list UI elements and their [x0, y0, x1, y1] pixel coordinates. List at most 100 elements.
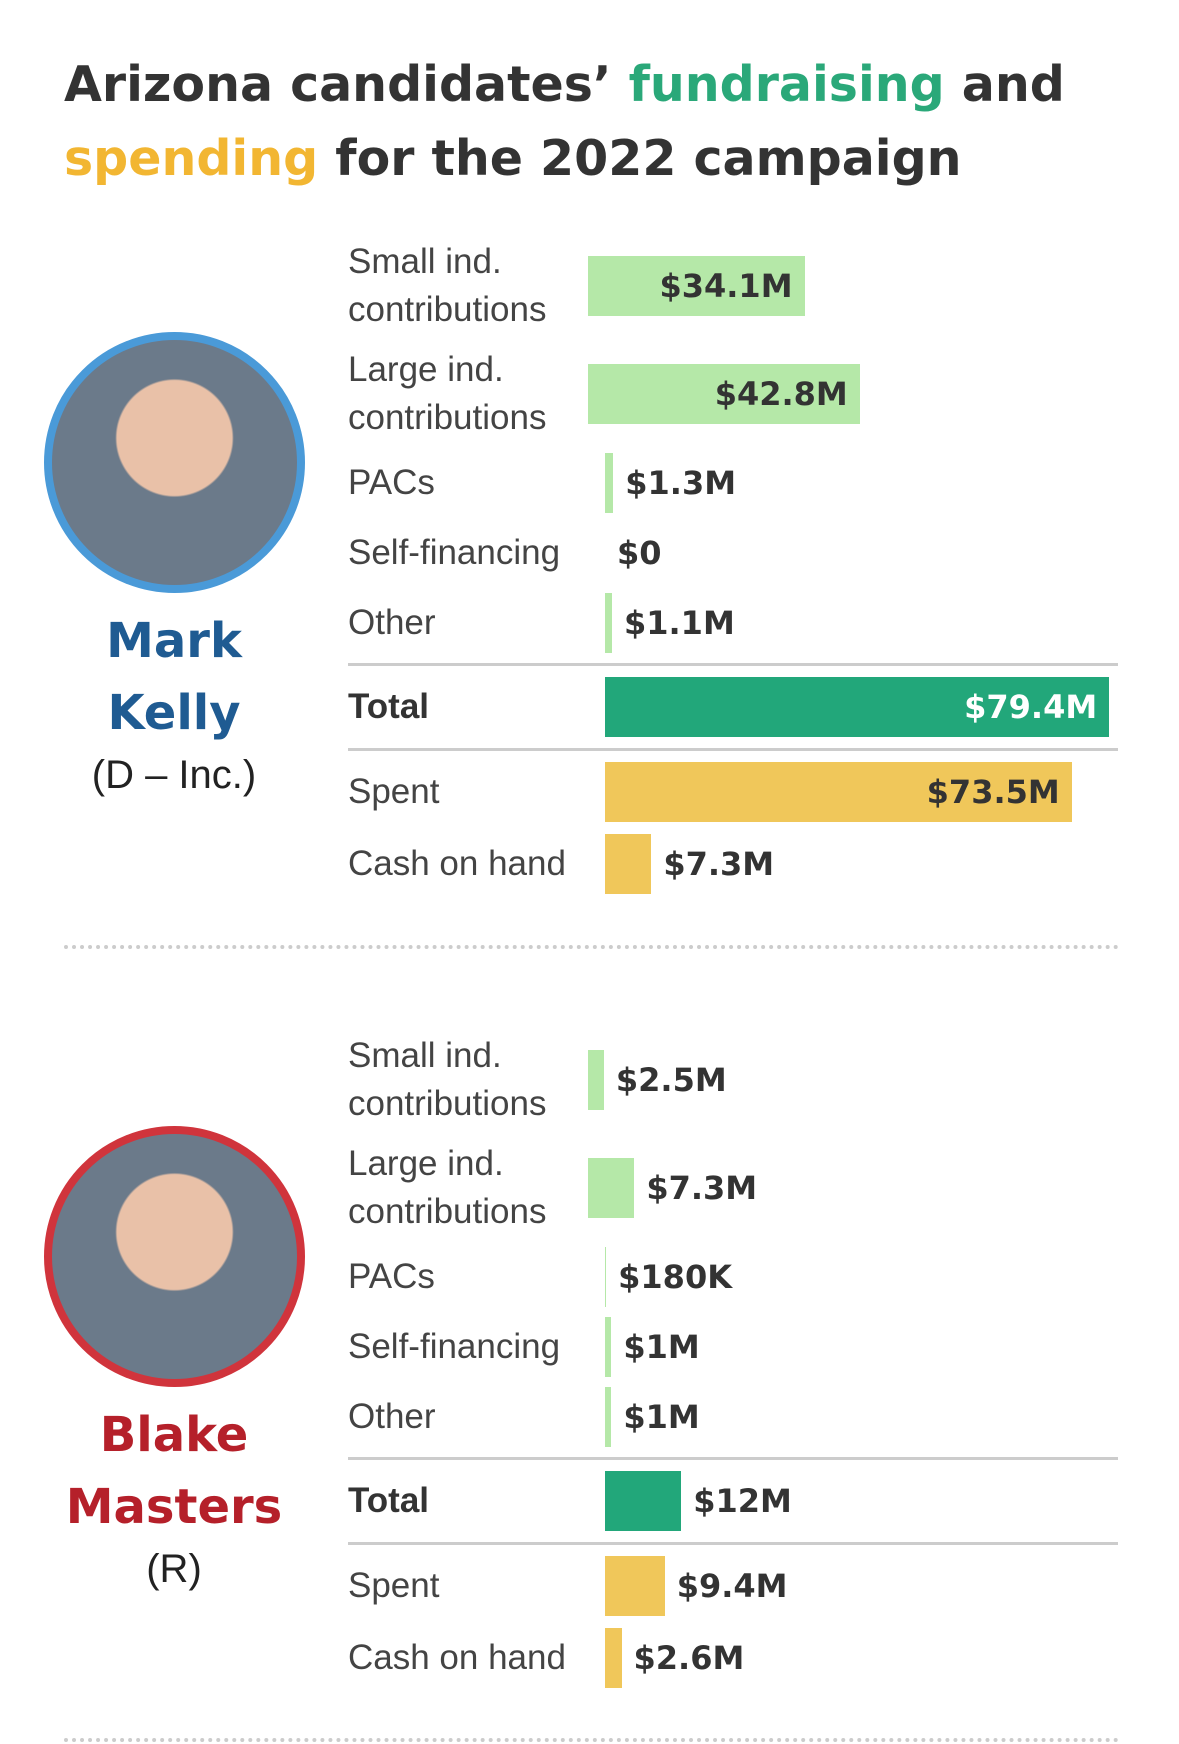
divider: [64, 1738, 1119, 1742]
title: Arizona candidates’ fundraising and spen…: [64, 48, 1124, 196]
bar-row: PACs $180K: [348, 1242, 1118, 1312]
bar-area: $42.8M: [588, 364, 1118, 424]
separator: [348, 1542, 1118, 1545]
title-part: fundraising: [628, 56, 945, 113]
candidate-party: (R): [146, 1546, 202, 1591]
bar-row: Large ind. contributions $42.8M: [348, 340, 1118, 448]
value-label: $34.1M: [659, 267, 793, 305]
bar-row: Other $1.1M: [348, 588, 1118, 658]
bar-row: Self-financing $1M: [348, 1312, 1118, 1382]
category-label: Self-financing: [348, 533, 561, 572]
category-label: Cash on hand: [348, 1638, 566, 1677]
title-part: for the 2022 campaign: [335, 130, 962, 187]
value-label: $1M: [623, 1328, 700, 1366]
bar: [605, 677, 1110, 737]
category-label: Large ind. contributions: [348, 1144, 547, 1231]
value-label: $73.5M: [926, 773, 1060, 811]
bar: [588, 1158, 635, 1218]
value-label: $180K: [618, 1258, 732, 1296]
value-label: $12M: [693, 1482, 792, 1520]
bar: [605, 1317, 612, 1377]
bar-area: $2.5M: [588, 1050, 1118, 1110]
bar-area: $12M: [605, 1471, 1118, 1531]
bar-row: Small ind. contributions $2.5M: [348, 1026, 1118, 1134]
bar-area: $0: [605, 523, 1118, 583]
bar-area: $1.1M: [605, 593, 1118, 653]
candidate-photo: [43, 331, 305, 593]
bar: [605, 1556, 665, 1616]
value-label: $2.5M: [615, 1061, 727, 1099]
value-label: $1M: [623, 1398, 700, 1436]
divider: [64, 945, 1119, 949]
bar: [605, 834, 652, 894]
bar: [588, 256, 805, 316]
bar-area: $1M: [605, 1387, 1118, 1447]
value-label: $0: [617, 534, 662, 572]
bar-area: $79.4M: [605, 677, 1118, 737]
bar-area: $7.3M: [605, 834, 1118, 894]
category-label: PACs: [348, 1257, 435, 1296]
bar: [605, 1471, 682, 1531]
title-part: Arizona candidates’: [64, 56, 612, 113]
category-label: Spent: [348, 1566, 440, 1605]
category-label: Spent: [348, 772, 440, 811]
bar: [605, 762, 1072, 822]
bar-row: PACs $1.3M: [348, 448, 1118, 518]
bar: [588, 1050, 604, 1110]
bar-row: Self-financing $0: [348, 518, 1118, 588]
category-label: Self-financing: [348, 1327, 561, 1366]
candidate-party: (D – Inc.): [91, 752, 257, 797]
bar: [605, 1628, 622, 1688]
value-label: $2.6M: [633, 1639, 745, 1677]
candidate: Blake Masters (R): [0, 1026, 348, 1694]
candidate-name: Blake Masters: [65, 1406, 283, 1535]
category-label: Other: [348, 1397, 436, 1436]
value-label: $9.4M: [676, 1567, 788, 1605]
value-label: $1.1M: [623, 604, 735, 642]
bar-area: $1.3M: [605, 453, 1118, 513]
separator: [348, 748, 1118, 751]
category-label: Small ind. contributions: [348, 1036, 547, 1123]
bar: [605, 1247, 607, 1307]
title-part: and: [961, 56, 1065, 113]
bar-area: $34.1M: [588, 256, 1118, 316]
category-label: Small ind. contributions: [348, 242, 547, 329]
bar-row: Other $1M: [348, 1382, 1118, 1452]
title-part: spending: [64, 130, 319, 187]
category-label: Other: [348, 603, 436, 642]
candidate: Mark Kelly (D – Inc.): [0, 232, 348, 900]
value-label: $79.4M: [964, 688, 1098, 726]
separator: [348, 1457, 1118, 1460]
candidate-panel: Blake Masters (R) Small ind. contributions…: [0, 1026, 1179, 1694]
category-label: Large ind. contributions: [348, 350, 547, 437]
category-label: Total: [348, 687, 430, 726]
bar-row: Spent $73.5M: [348, 756, 1118, 828]
bar-area: $1M: [605, 1317, 1118, 1377]
bar: [605, 593, 612, 653]
bar-rows: Small ind. contributions $34.1M Large ind.…: [348, 232, 1118, 900]
value-label: $42.8M: [714, 375, 848, 413]
bar-row: Total $12M: [348, 1465, 1118, 1537]
value-label: $1.3M: [625, 464, 737, 502]
category-label: Cash on hand: [348, 844, 566, 883]
bar-row: Large ind. contributions $7.3M: [348, 1134, 1118, 1242]
bar-row: Cash on hand $2.6M: [348, 1622, 1118, 1694]
value-label: $7.3M: [646, 1169, 758, 1207]
value-label: $7.3M: [663, 845, 775, 883]
bar-rows: Small ind. contributions $2.5M Large ind. …: [348, 1026, 1118, 1694]
category-label: Total: [348, 1481, 430, 1520]
bar-area: $180K: [605, 1247, 1118, 1307]
bar-area: $73.5M: [605, 762, 1118, 822]
bar-area: $7.3M: [588, 1158, 1118, 1218]
bar-area: $2.6M: [605, 1628, 1118, 1688]
bar-row: Total $79.4M: [348, 671, 1118, 743]
bar: [605, 453, 614, 513]
bar: [588, 364, 860, 424]
candidate-name: Mark Kelly: [106, 612, 242, 741]
bar-row: Cash on hand $7.3M: [348, 828, 1118, 900]
candidate-photo: [43, 1125, 305, 1387]
category-label: PACs: [348, 463, 435, 502]
bar-row: Spent $9.4M: [348, 1550, 1118, 1622]
separator: [348, 663, 1118, 666]
